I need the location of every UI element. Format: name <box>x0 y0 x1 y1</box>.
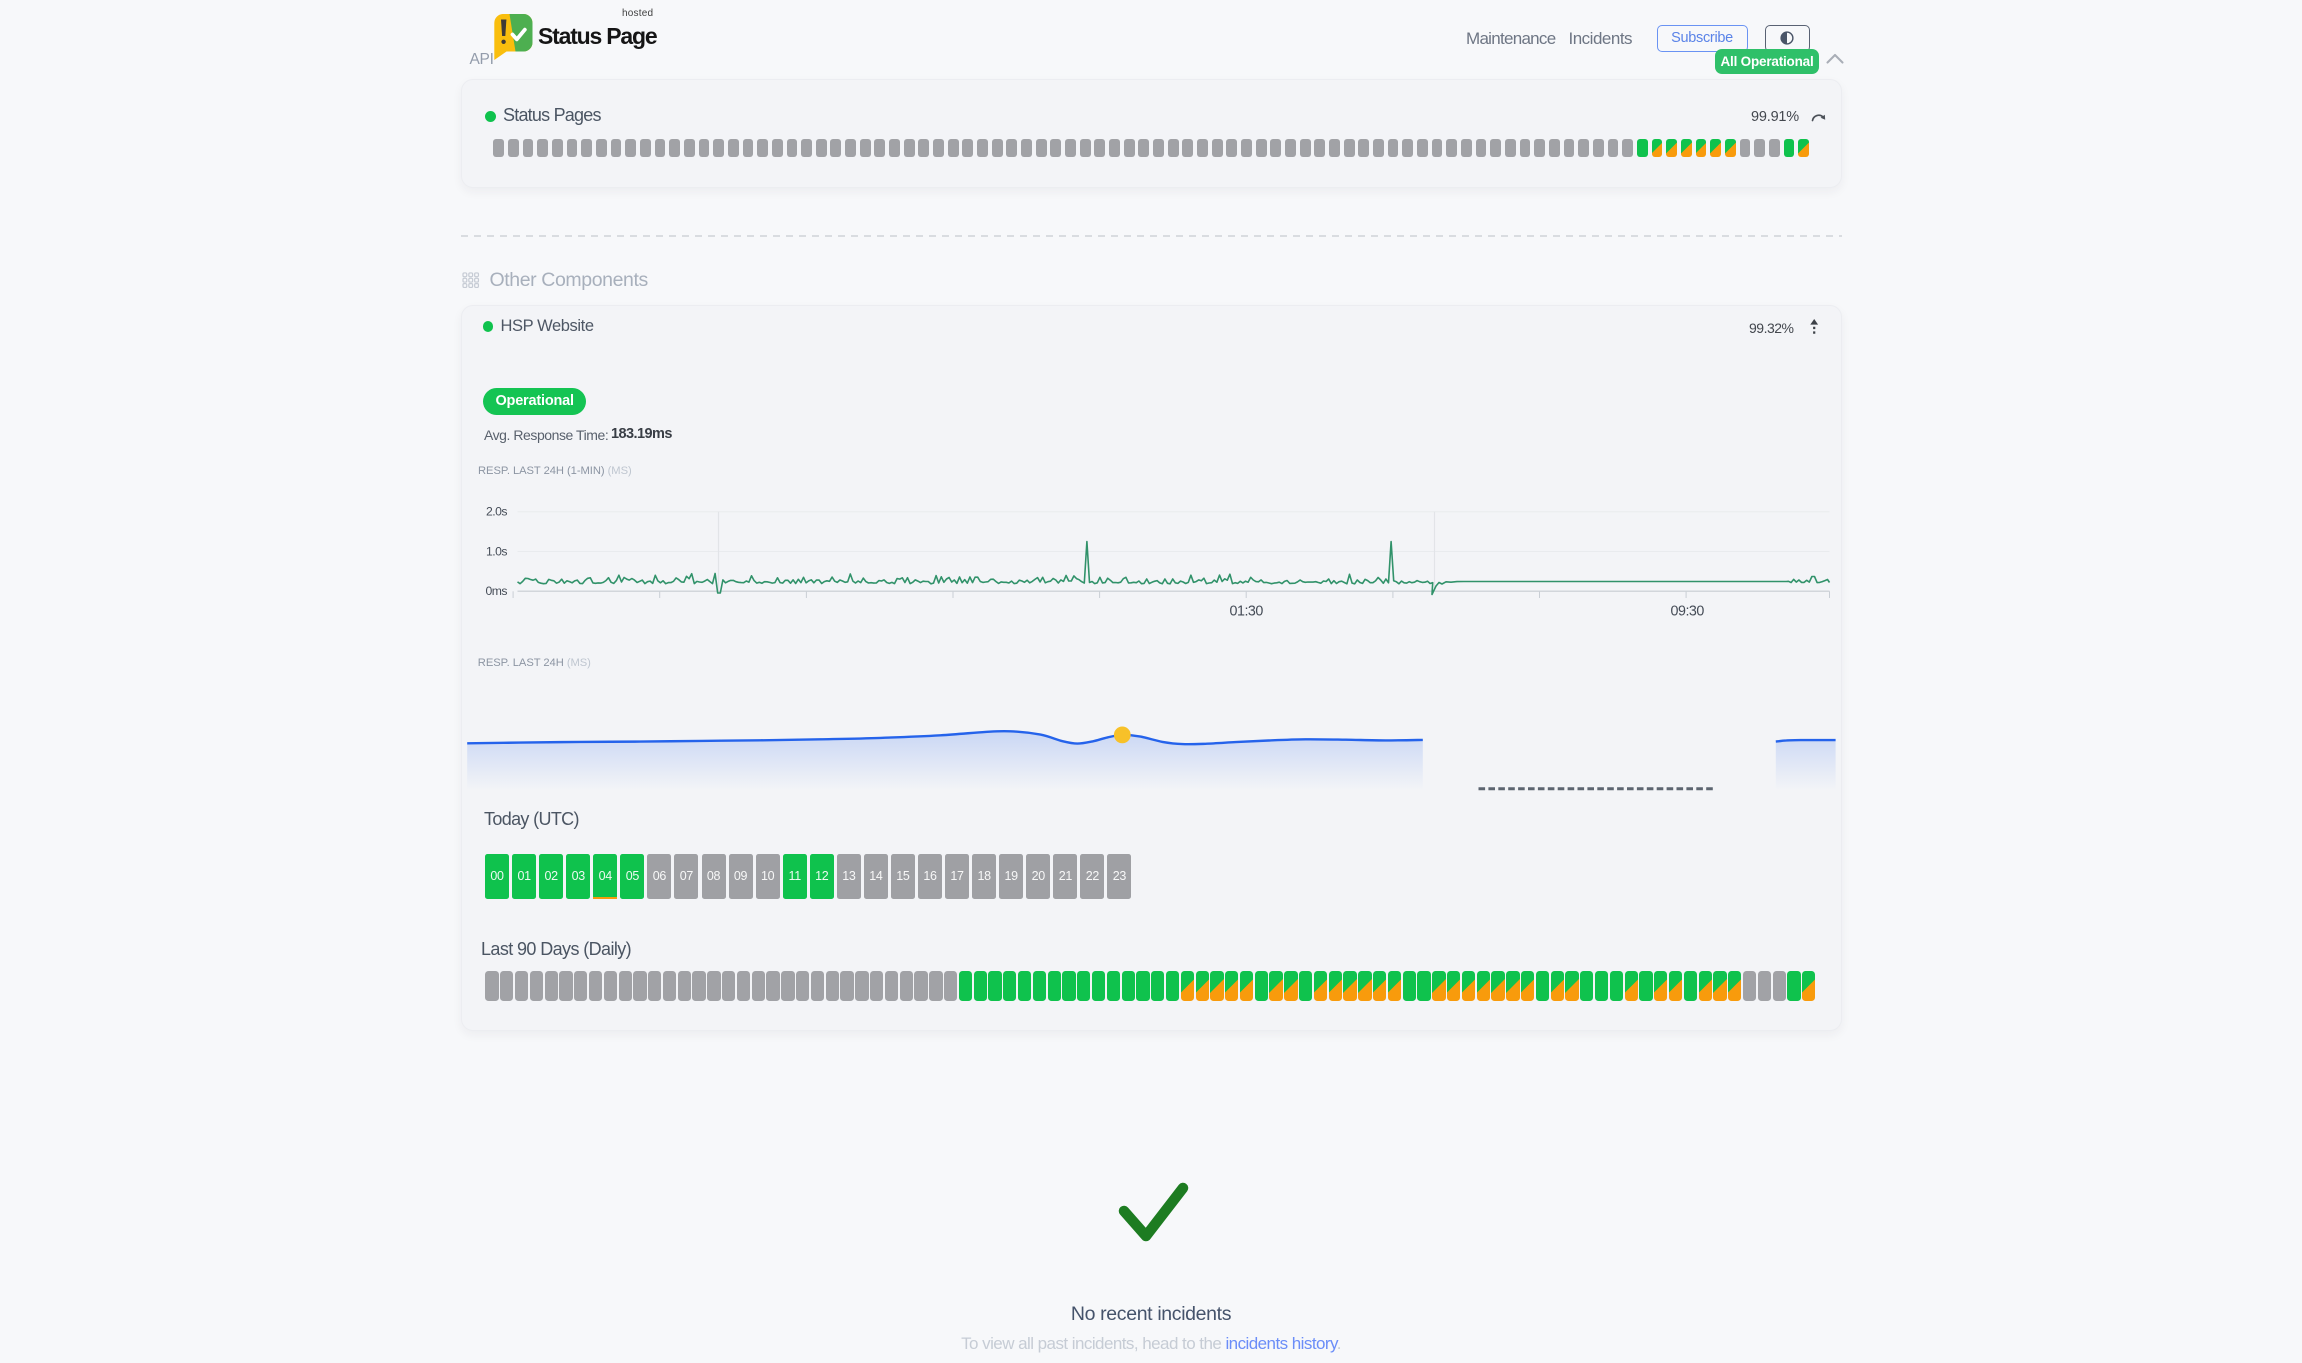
svg-text:09:30: 09:30 <box>1670 604 1704 620</box>
svg-text:01:30: 01:30 <box>1229 604 1263 620</box>
svg-text:0ms: 0ms <box>485 584 507 598</box>
svg-text:2.0s: 2.0s <box>485 505 506 519</box>
svg-text:1.0s: 1.0s <box>485 544 506 558</box>
